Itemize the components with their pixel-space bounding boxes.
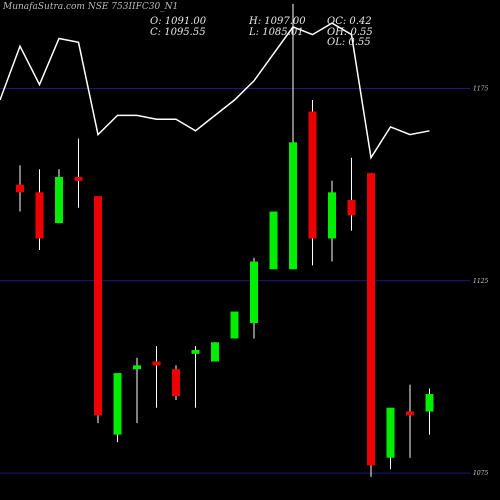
- candle-body: [74, 176, 83, 181]
- candle-11: [211, 342, 219, 362]
- candle-16: [308, 100, 317, 266]
- candle-8: [152, 346, 161, 408]
- candle-body: [94, 196, 102, 416]
- y-tick-1075: 1075: [473, 470, 488, 477]
- candle-body: [289, 142, 297, 270]
- high-value: 1097.00: [264, 16, 306, 27]
- ol-label: OL:: [327, 37, 346, 48]
- oh-readout: OH: 0.55: [327, 27, 373, 38]
- candle-18: [347, 157, 356, 231]
- candle-body: [347, 200, 356, 216]
- candle-9: [172, 365, 180, 400]
- candle-14: [269, 211, 278, 270]
- candle-5: [94, 196, 102, 424]
- candle-13: [250, 257, 258, 339]
- candle-body: [367, 173, 375, 466]
- candle-17: [328, 180, 336, 262]
- ol-readout: OL: 0.55: [327, 37, 371, 48]
- close-value: 1095.55: [164, 27, 206, 38]
- grid-layer: [0, 87, 470, 474]
- candle-body: [152, 361, 161, 366]
- candle-12: [230, 311, 239, 339]
- y-tick-1125: 1125: [473, 278, 488, 285]
- candle-10: [191, 346, 200, 408]
- low-readout: L: 1085.01: [249, 27, 304, 38]
- high-label: H:: [249, 16, 262, 27]
- trend-line: [0, 22, 430, 160]
- low-label: L:: [249, 27, 260, 38]
- candle-19: [367, 173, 375, 477]
- close-label: C:: [150, 27, 162, 38]
- candle-21: [406, 384, 414, 458]
- oh-label: OH:: [327, 27, 348, 38]
- chart-title: MunafaSutra.com NSE 753IIFC30_N1: [3, 2, 179, 12]
- candle-1: [16, 165, 24, 212]
- candle-body: [16, 184, 24, 193]
- low-value: 1085.01: [262, 27, 304, 38]
- high-readout: H: 1097.00: [249, 16, 306, 27]
- open-value: 1091.00: [164, 16, 207, 27]
- candle-3: [55, 169, 63, 224]
- candle-body: [133, 365, 141, 370]
- candle-body: [250, 261, 258, 324]
- candle-body: [269, 211, 278, 270]
- candle-body: [191, 350, 200, 354]
- oh-value: 0.55: [350, 27, 373, 38]
- candle-body: [211, 342, 219, 362]
- candle-22: [425, 388, 434, 435]
- y-tick-labels: 1175 1125 1075: [473, 85, 488, 477]
- candle-body: [328, 192, 336, 239]
- candle-body: [308, 111, 317, 239]
- candle-body: [35, 192, 44, 239]
- candle-7: [133, 357, 141, 424]
- candle-2: [35, 169, 44, 250]
- open-label: O:: [150, 16, 162, 27]
- candle-body: [230, 311, 239, 339]
- candle-4: [74, 138, 83, 208]
- candle-body: [425, 394, 434, 412]
- oc-label: OC:: [327, 16, 347, 27]
- close-readout: C: 1095.55: [150, 27, 206, 38]
- candles-layer: [16, 3, 434, 477]
- open-readout: O: 1091.00: [150, 16, 206, 27]
- candle-20: [386, 407, 395, 470]
- candle-body: [55, 176, 63, 224]
- trend-line-layer: [0, 22, 430, 160]
- candle-body: [113, 373, 122, 435]
- y-tick-1175: 1175: [473, 85, 488, 92]
- candle-body: [172, 369, 180, 397]
- candle-body: [386, 407, 395, 458]
- candle-15: [289, 3, 297, 270]
- ol-value: 0.55: [348, 37, 371, 48]
- oc-readout: OC: 0.42: [327, 16, 372, 27]
- oc-value: 0.42: [349, 16, 372, 27]
- candle-6: [113, 373, 122, 443]
- candle-body: [406, 411, 414, 416]
